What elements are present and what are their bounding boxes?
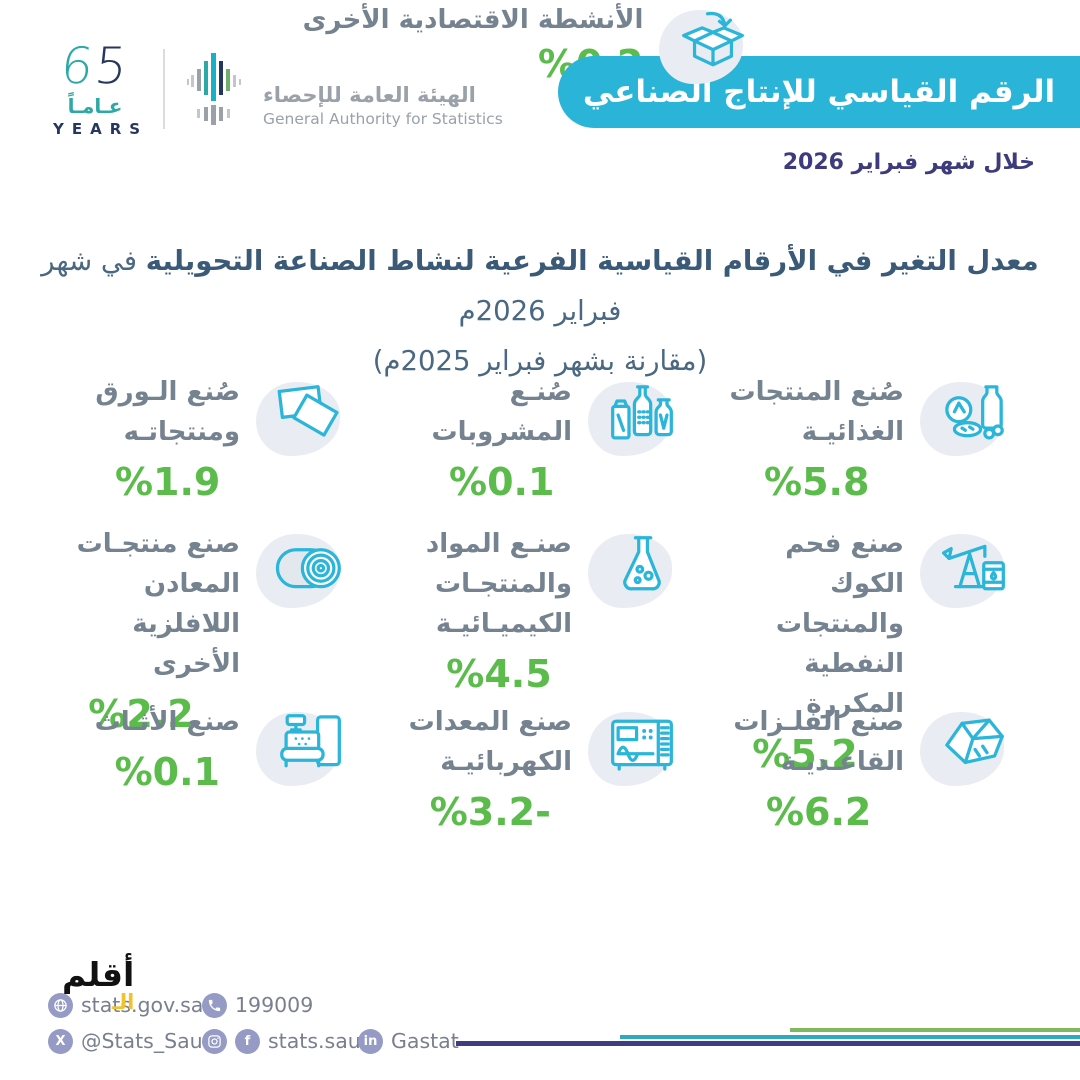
kpi-value: %1.9 [114, 460, 221, 504]
kpi-value: %0.1 [449, 460, 555, 504]
authority-name-arabic: الهيئة العامة للإحصاء [263, 83, 476, 107]
authority-name-block: الهيئة العامة للإحصاء General Authority … [263, 46, 503, 132]
website-link[interactable]: stats.gov.sa [48, 992, 204, 1018]
anniversary-number: 65 [58, 37, 132, 95]
phone-icon [202, 992, 227, 1018]
kpi-chemicals: صنـع المواد والمنتجـات الكيميـائيـة %4.5 [374, 524, 706, 776]
website-text: stats.gov.sa [81, 993, 204, 1017]
kpi-value: %4.5 [446, 652, 552, 696]
logo-divider [163, 49, 165, 129]
kpi-row-3: صنع الفلـزات القاعـديـة %6.2 صنع المعدات… [42, 702, 1038, 834]
paper-products-icon [256, 372, 348, 464]
kpi-food-products: صُنع المنتجات الغذائيـة %5.8 [706, 372, 1038, 504]
other-activities-icon [659, 0, 751, 92]
kpi-label: صُنع الـورق ومنتجاتـه [95, 377, 240, 447]
phone-number: 199009 [235, 993, 314, 1017]
kpi-label: صُنع المنتجات الغذائيـة [729, 377, 904, 447]
page-title-comparison: (مقارنة بشهر فبراير 2025م) [372, 345, 708, 377]
kpi-paper-products: صُنع الـورق ومنتجاتـه %1.9 [42, 372, 374, 504]
anniversary-english-label: YEARS [53, 120, 149, 138]
linkedin-handle: Gastat [391, 1029, 459, 1053]
decorative-line-green [790, 1028, 1080, 1032]
furniture-icon [256, 702, 348, 794]
kpi-electrical-equipment: صنع المعدات الكهربائيـة %3.2- [374, 702, 706, 834]
kpi-label: صنع فحم الكوك والمنتجات النفطية المكررة [775, 529, 904, 719]
kpi-coke-petroleum: صنع فحم الكوك والمنتجات النفطية المكررة … [706, 524, 1038, 776]
basic-metals-icon [920, 702, 1012, 794]
phone-contact[interactable]: 199009 [202, 992, 314, 1018]
kpi-label: صنع منتجـات المعادن اللافلزية الأخرى [76, 529, 240, 679]
report-title-banner: الرقم القياسي للإنتاج الصناعي [558, 56, 1080, 128]
globe-icon [48, 992, 73, 1018]
food-products-icon [920, 372, 1012, 464]
anniversary-65-logo: 65 عـامـاً YEARS [45, 37, 149, 138]
gastat-palm-logo-icon [187, 53, 241, 125]
anniversary-arabic-label: عـامـاً [67, 94, 123, 118]
kpi-value: %2.2 [88, 692, 194, 736]
beverages-icon [588, 372, 680, 464]
header-logo-block: 65 عـامـاً YEARS الهيئة العامة للإحصاء G… [45, 37, 503, 138]
non-metallic-minerals-icon [256, 524, 348, 616]
kpi-value: %5.8 [764, 460, 870, 504]
page-title-bold: معدل التغير في الأرقام القياسية الفرعية … [145, 245, 1039, 277]
kpi-value: %6.2 [765, 790, 872, 834]
x-twitter-icon: X [48, 1028, 73, 1054]
kpi-label: صنع الفلـزات القاعـديـة [733, 707, 904, 777]
electrical-equipment-icon [588, 702, 680, 794]
kpi-label: صنـع المواد والمنتجـات الكيميـائيـة [425, 529, 572, 639]
page-title-rest: في شهر فبراير 2026م [41, 245, 622, 327]
decorative-line-teal [620, 1035, 1080, 1039]
kpi-row-2: صنع فحم الكوك والمنتجات النفطية المكررة … [42, 524, 1038, 776]
watermark: أقلم الـ [62, 955, 135, 1014]
instagram-facebook-link[interactable]: f stats.saudi [202, 1028, 379, 1054]
kpi-beverages: صُنـع المشروبات %0.1 [374, 372, 706, 504]
kpi-furniture: صنع الأثـاث %0.1 [42, 702, 374, 834]
kpi-label: صُنـع المشروبات [431, 377, 572, 447]
facebook-icon: f [235, 1028, 260, 1054]
linkedin-link[interactable]: in Gastat [358, 1028, 459, 1054]
kpi-value: %5.2 [752, 732, 858, 776]
kpi-value: %3.2- [429, 790, 551, 834]
authority-name-english: General Authority for Statistics [263, 110, 503, 128]
watermark-text: أقلم [62, 955, 135, 994]
chemicals-icon [588, 524, 680, 616]
twitter-handle: @Stats_Saudi [81, 1029, 222, 1053]
watermark-accent-text: الـ [112, 990, 135, 1014]
coke-petroleum-icon [920, 524, 1012, 616]
linkedin-icon: in [358, 1028, 383, 1054]
decorative-line-purple [456, 1041, 1080, 1046]
kpi-label: صنع الأثـاث [94, 707, 240, 737]
kpi-row-1: صُنع المنتجات الغذائيـة %5.8 صُنـع المشر… [42, 372, 1038, 504]
kpi-non-metallic-minerals: صنع منتجـات المعادن اللافلزية الأخرى %2.… [42, 524, 374, 776]
footer-contacts: stats.gov.sa 199009 X @Stats_Saudi f sta… [48, 990, 459, 1062]
kpi-basic-metals: صنع الفلـزات القاعـديـة %6.2 [706, 702, 1038, 834]
page-title: معدل التغير في الأرقام القياسية الفرعية … [40, 236, 1040, 386]
instagram-icon [202, 1028, 227, 1054]
kpi-label: الأنشطة الاقتصادية الأخرى [302, 5, 644, 35]
twitter-link[interactable]: X @Stats_Saudi [48, 1028, 221, 1054]
kpi-label: صنع المعدات الكهربائيـة [408, 707, 572, 777]
kpi-value: %0.1 [114, 750, 220, 794]
report-period: خلال شهر فبراير 2026 [782, 150, 1035, 175]
